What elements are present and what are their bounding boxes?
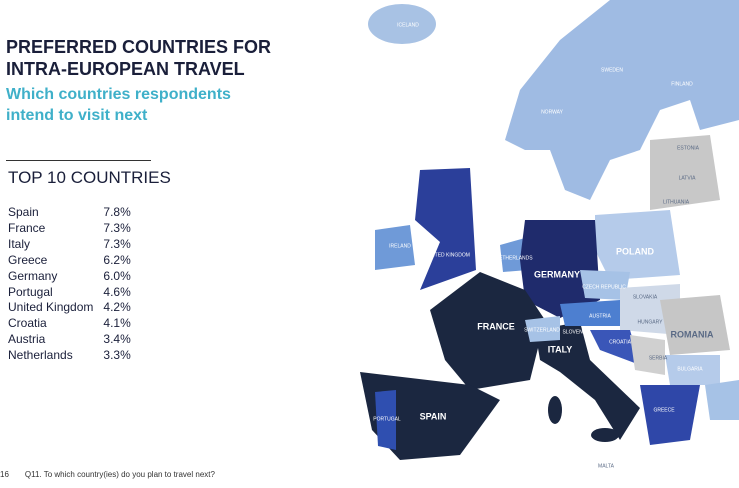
country-label: GERMANY (534, 269, 580, 279)
ireland (375, 225, 415, 270)
table-row: Portugal 4.6% (8, 285, 131, 301)
country-label: SLOVENIA (562, 329, 588, 335)
share: 4.1% (103, 316, 131, 331)
rule (6, 160, 151, 161)
bulgaria (665, 355, 720, 385)
share: 3.4% (103, 332, 131, 347)
table-row: France 7.3% (8, 221, 131, 237)
austria (560, 300, 620, 326)
table-row: Austria 3.4% (8, 332, 131, 348)
country: Portugal (8, 284, 53, 299)
country-label: AUSTRIA (589, 313, 611, 319)
table-row: Spain 7.8% (8, 205, 131, 221)
country: Austria (8, 332, 46, 347)
subtitle: Which countries respondents intend to vis… (6, 84, 231, 126)
greece (640, 385, 700, 445)
country-label: FRANCE (477, 321, 515, 331)
title-line: INTRA-EUROPEAN TRAVEL (6, 59, 245, 79)
sicily (591, 428, 619, 442)
title: PREFERRED COUNTRIES FOR INTRA-EUROPEAN TR… (6, 36, 271, 80)
croatia (590, 330, 640, 365)
country-label: IRELAND (389, 243, 411, 249)
united-kingdom (415, 168, 476, 290)
country-label: HUNGARY (638, 319, 664, 325)
country-label: CROATIA (609, 339, 632, 345)
country: Germany (8, 268, 58, 283)
country: Spain (8, 205, 39, 219)
country-label: ESTONIA (677, 145, 700, 151)
footer: 16 Q11. To which country(ies) do you plan… (0, 470, 231, 479)
country-label: GREECE (653, 407, 675, 413)
country: United Kingdom (8, 300, 94, 315)
country: Italy (8, 236, 31, 251)
scandinavia (505, 0, 739, 200)
country-label: SWEDEN (601, 67, 623, 73)
country-label: LITHUANIA (663, 199, 690, 205)
switzerland (525, 316, 560, 342)
table-row: Croatia 4.1% (8, 316, 131, 332)
country-label: SLOVAKIA (633, 294, 658, 300)
czech-republic (580, 270, 630, 300)
table-row: Italy 7.3% (8, 237, 131, 253)
country-label: SPAIN (420, 411, 447, 421)
share: 7.3% (103, 236, 131, 251)
country: France (8, 220, 46, 235)
italy (535, 322, 640, 440)
serbia (630, 335, 665, 375)
table: Spain 7.8% France 7.3% Italy 7.3% Greece 6.2% Ge… (8, 205, 131, 364)
table-title: TOP 10 COUNTRIES (8, 168, 171, 187)
iceland (368, 4, 436, 44)
share: 4.6% (103, 284, 131, 299)
poland (595, 210, 680, 280)
france (430, 272, 545, 390)
country-label: PORTUGAL (373, 416, 401, 422)
share: 4.2% (103, 300, 131, 315)
germany (520, 220, 600, 318)
subtitle-line: intend to visit next (6, 107, 148, 124)
country-label: MALTA (598, 463, 615, 469)
table-row: Greece 6.2% (8, 253, 131, 269)
share: 6.2% (103, 252, 131, 267)
country-label: POLAND (616, 246, 655, 256)
turkey (705, 380, 739, 420)
country-label: SWITZERLAND (524, 327, 560, 333)
subtitle-line: Which countries respondents (6, 86, 231, 103)
country: Greece (8, 252, 48, 267)
share: 7.8% (103, 205, 131, 219)
share: 7.3% (103, 220, 131, 235)
romania (660, 295, 730, 355)
country-label: BULGARIA (677, 366, 703, 372)
country-label: FINLAND (671, 81, 693, 87)
country: Netherlands (8, 348, 73, 363)
table-row: United Kingdom 4.2% (8, 300, 131, 316)
country-label: ITALY (548, 344, 573, 354)
country-label: LATVIA (679, 175, 697, 181)
table-row: Netherlands 3.3% (8, 348, 131, 364)
title-line: PREFERRED COUNTRIES FOR (6, 37, 272, 57)
baltics (650, 135, 720, 210)
country-label: CZECH REPUBLIC (582, 284, 626, 290)
portugal (375, 390, 396, 450)
table-row: Germany 6.0% (8, 269, 131, 285)
country-label: UNITED KINGDOM (426, 252, 470, 258)
share: 3.3% (103, 348, 131, 363)
country-label: ROMANIA (671, 329, 714, 339)
country: Croatia (8, 316, 47, 331)
country-label: NORWAY (541, 109, 564, 115)
map-labels: ICELAND SWEDEN FINLAND NORWAY ESTONIA LATVIA L… (373, 22, 714, 469)
sardinia (548, 396, 562, 424)
share: 6.0% (103, 268, 131, 283)
country-label: SERBIA (649, 355, 668, 361)
country-label: ICELAND (397, 22, 419, 28)
country-label: NETHERLANDS (495, 255, 533, 261)
footnote: Q11. To which country(ies) do you plan t… (24, 470, 215, 479)
page-number: 16 (0, 470, 9, 479)
country-label: MONACO (533, 371, 556, 377)
